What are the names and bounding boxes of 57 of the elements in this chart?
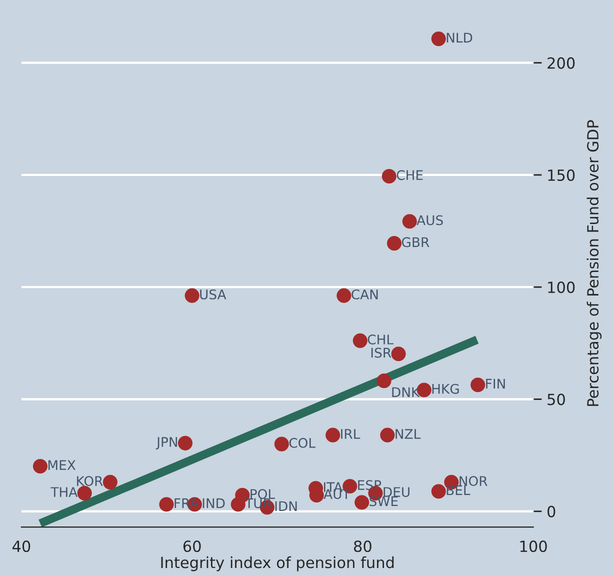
annotation: DEU — [384, 487, 410, 498]
x-tick-label: 80 — [354, 540, 372, 552]
annotation: COL — [289, 438, 316, 448]
point — [336, 288, 352, 303]
annotation: GBR — [402, 237, 430, 248]
annotation: MEX — [48, 460, 76, 470]
annotation: FIN — [486, 378, 505, 388]
point — [380, 428, 395, 442]
annotation: SWE — [370, 496, 398, 506]
y-tick-label: 200 — [548, 57, 575, 69]
point — [159, 497, 174, 512]
point — [178, 436, 193, 450]
annotation: USA — [200, 289, 226, 300]
y-tick-label: 100 — [548, 282, 575, 294]
y-tick-label: 0 — [548, 506, 556, 518]
x-tick-label: 40 — [12, 540, 30, 552]
annotation: IDN — [275, 501, 297, 511]
x-tick-label: 60 — [183, 540, 201, 552]
point — [382, 168, 396, 184]
annotation: NLD — [446, 32, 472, 42]
point — [102, 474, 118, 490]
point — [431, 484, 446, 499]
annotation: CHL — [368, 334, 394, 344]
annotation: ISR — [371, 348, 392, 358]
annotation: NZL — [396, 429, 421, 439]
point — [184, 288, 200, 303]
point — [352, 333, 368, 348]
point — [274, 436, 289, 452]
annotation: HKG — [432, 384, 459, 394]
point — [354, 495, 370, 510]
annotation: KOR — [77, 476, 103, 486]
annotation: ESP — [358, 480, 382, 490]
point — [431, 32, 446, 46]
annotation: AUS — [416, 215, 443, 226]
y-tick-label: 150 — [548, 169, 575, 181]
point — [230, 497, 246, 512]
point — [391, 346, 406, 362]
annotation: POL — [250, 489, 275, 500]
annotation: CHE — [396, 170, 423, 180]
annotation: IND — [202, 498, 225, 508]
annotation: BEL — [446, 485, 470, 496]
x-axis-title: Integrity index of pension fund — [161, 556, 394, 572]
point — [386, 236, 402, 251]
annotation: THA — [50, 487, 78, 497]
annotation: IRL — [341, 429, 360, 439]
point — [32, 458, 48, 474]
point — [402, 214, 417, 229]
x-tick-label: 100 — [520, 540, 547, 552]
y-tick-label: 50 — [548, 394, 565, 406]
point — [77, 486, 92, 500]
point — [326, 428, 340, 442]
annotation: NOR — [460, 476, 488, 486]
y-axis-title: Percentage of Pension Fund over GDP — [586, 120, 602, 406]
annotation: CAN — [352, 289, 378, 300]
point — [376, 374, 392, 388]
point — [470, 378, 486, 392]
annotation: JPN — [156, 437, 178, 450]
